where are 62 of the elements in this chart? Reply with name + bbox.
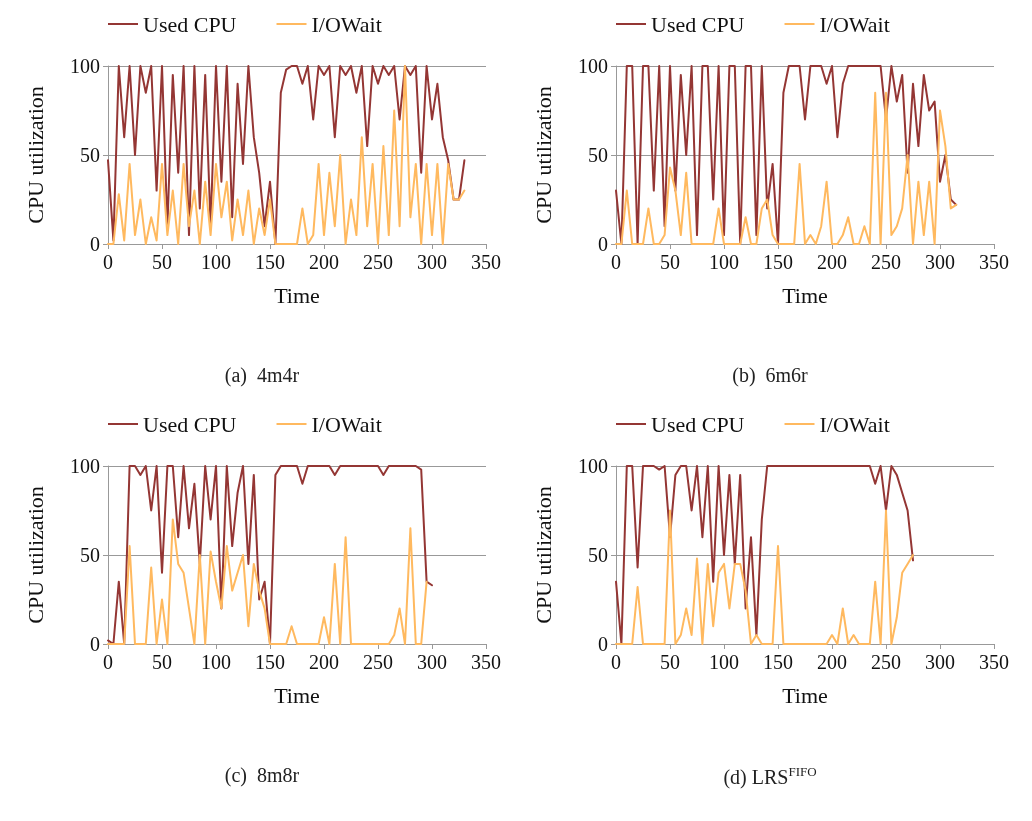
x-axis-title: Time: [782, 682, 828, 708]
text: (b) 6m6r: [732, 364, 809, 387]
x-tick-label: 50: [152, 651, 172, 673]
legend-label: I/OWait: [311, 11, 382, 37]
legend-label: I/OWait: [819, 411, 890, 437]
legend-label: I/OWait: [819, 11, 890, 37]
x-tick-label: 150: [763, 651, 793, 673]
y-tick-label: 50: [80, 544, 100, 566]
y-axis-title: CPU utilization: [530, 486, 556, 624]
line-series: [107, 65, 466, 245]
x-tick-label: 250: [363, 651, 393, 673]
y-axis-title: CPU utilization: [22, 486, 48, 624]
x-tick-label: 300: [925, 251, 955, 273]
legend-label: Used CPU: [651, 11, 745, 37]
x-tick-label: 150: [255, 251, 285, 273]
y-tick-label: 100: [578, 55, 608, 77]
y-tick-label: 50: [588, 144, 608, 166]
x-tick-label: 250: [871, 651, 901, 673]
x-tick-label: 300: [925, 651, 955, 673]
y-tick-label: 0: [90, 233, 100, 255]
x-tick-label: 350: [471, 251, 501, 273]
y-tick-label: 100: [70, 55, 100, 77]
text: (a) 4m4r: [224, 364, 300, 387]
legend-label: I/OWait: [311, 411, 382, 437]
y-tick-label: 100: [70, 455, 100, 477]
legend-label: Used CPU: [651, 411, 745, 437]
x-tick-label: 300: [417, 251, 447, 273]
x-tick-label: 200: [309, 651, 339, 673]
x-axis-title: Time: [274, 282, 320, 308]
y-tick-label: 0: [90, 633, 100, 655]
x-tick-label: 300: [417, 651, 447, 673]
x-tick-label: 200: [309, 251, 339, 273]
x-tick-label: 350: [471, 651, 501, 673]
x-tick-label: 50: [660, 251, 680, 273]
x-tick-label: 150: [255, 651, 285, 673]
y-tick-label: 100: [578, 455, 608, 477]
y-axis-title: CPU utilization: [530, 86, 556, 224]
y-tick-label: 50: [80, 144, 100, 166]
x-tick-label: 250: [871, 251, 901, 273]
x-tick-label: 350: [979, 251, 1009, 273]
x-tick-label: 200: [817, 651, 847, 673]
legend-label: Used CPU: [143, 11, 237, 37]
y-tick-label: 50: [588, 544, 608, 566]
x-tick-label: 50: [660, 651, 680, 673]
x-axis-title: Time: [274, 682, 320, 708]
y-tick-label: 0: [598, 633, 608, 655]
x-tick-label: 50: [152, 251, 172, 273]
x-tick-label: 200: [817, 251, 847, 273]
x-tick-label: 100: [201, 251, 231, 273]
x-tick-label: 150: [763, 251, 793, 273]
x-tick-label: 100: [709, 251, 739, 273]
x-axis-title: Time: [782, 282, 828, 308]
x-tick-label: 100: [709, 651, 739, 673]
text: (c) 8m8r: [224, 764, 300, 787]
x-tick-label: 250: [363, 251, 393, 273]
line-series: [615, 509, 914, 645]
x-tick-label: 350: [979, 651, 1009, 673]
legend-label: Used CPU: [143, 411, 237, 437]
y-tick-label: 0: [598, 233, 608, 255]
line-series: [107, 518, 428, 645]
y-axis-title: CPU utilization: [22, 86, 48, 224]
x-tick-label: 100: [201, 651, 231, 673]
